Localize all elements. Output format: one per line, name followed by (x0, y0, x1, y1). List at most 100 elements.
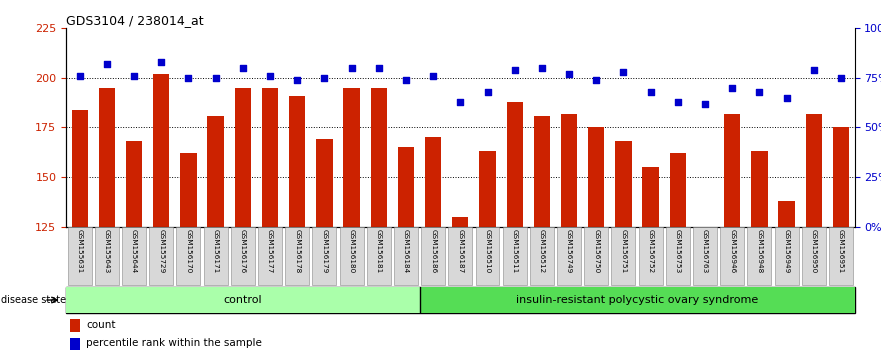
Text: GSM156510: GSM156510 (485, 229, 491, 274)
Bar (95, 227, 119, 285)
Bar (611, 227, 635, 285)
Point (535, 65, 549, 71)
Bar (479, 151, 496, 354)
Text: GSM156946: GSM156946 (729, 229, 736, 274)
Bar (666, 227, 690, 285)
Point (72, 73, 86, 79)
Bar (507, 102, 522, 354)
Point (154, 59, 168, 65)
Text: GSM155729: GSM155729 (159, 229, 164, 274)
Text: GSM156511: GSM156511 (512, 229, 518, 274)
Bar (313, 227, 337, 285)
Bar (66, 287, 419, 313)
Text: GSM156751: GSM156751 (620, 229, 626, 274)
Bar (316, 139, 332, 354)
Bar (721, 227, 744, 285)
Text: GSM156184: GSM156184 (403, 229, 409, 274)
Text: GSM156753: GSM156753 (675, 229, 681, 274)
Bar (234, 88, 251, 354)
Bar (615, 141, 632, 354)
Bar (557, 227, 581, 285)
Bar (70, 319, 80, 332)
Text: GSM156176: GSM156176 (240, 229, 246, 274)
Point (562, 71, 576, 77)
Bar (503, 227, 527, 285)
Bar (153, 74, 169, 354)
Point (127, 73, 141, 79)
Point (263, 73, 277, 79)
Bar (99, 88, 115, 354)
Point (100, 61, 114, 67)
Bar (774, 227, 798, 285)
Bar (833, 127, 849, 354)
Bar (68, 227, 92, 285)
Text: GSM156180: GSM156180 (349, 229, 354, 274)
Bar (344, 88, 359, 354)
Bar (802, 227, 825, 285)
Text: GSM156951: GSM156951 (838, 229, 844, 274)
Text: GSM156749: GSM156749 (566, 229, 572, 274)
Bar (231, 227, 255, 285)
Bar (339, 227, 364, 285)
Text: GSM156177: GSM156177 (267, 229, 273, 274)
Bar (289, 96, 306, 354)
Bar (207, 115, 224, 354)
Text: GSM155644: GSM155644 (131, 229, 137, 274)
Point (399, 77, 413, 83)
Point (752, 89, 766, 95)
Text: GSM156752: GSM156752 (648, 229, 654, 274)
Bar (751, 151, 767, 354)
Bar (71, 110, 88, 354)
Point (372, 65, 386, 71)
Point (725, 85, 739, 91)
Bar (371, 88, 387, 354)
Text: insulin-resistant polycystic ovary syndrome: insulin-resistant polycystic ovary syndr… (516, 295, 759, 305)
Point (453, 99, 467, 104)
Bar (398, 147, 414, 354)
Bar (425, 137, 441, 354)
Bar (262, 88, 278, 354)
Text: GSM156181: GSM156181 (376, 229, 381, 274)
Text: GSM156187: GSM156187 (457, 229, 463, 274)
Bar (805, 114, 822, 354)
Text: percentile rank within the sample: percentile rank within the sample (86, 338, 262, 348)
Bar (394, 227, 418, 285)
Text: GSM156512: GSM156512 (539, 229, 544, 274)
Text: count: count (86, 320, 115, 330)
Bar (747, 227, 772, 285)
Bar (589, 127, 604, 354)
Bar (421, 227, 445, 285)
Bar (724, 114, 740, 354)
Text: GSM156949: GSM156949 (783, 229, 789, 274)
Bar (448, 227, 472, 285)
Text: GSM156750: GSM156750 (593, 229, 599, 274)
Text: GSM156186: GSM156186 (430, 229, 436, 274)
Bar (639, 227, 663, 285)
Point (670, 99, 685, 104)
Bar (122, 227, 146, 285)
Point (181, 75, 196, 81)
Bar (452, 217, 469, 354)
Bar (534, 115, 550, 354)
Text: GSM155643: GSM155643 (104, 229, 110, 274)
Point (209, 75, 223, 81)
Bar (126, 141, 142, 354)
Bar (181, 153, 196, 354)
Text: disease state: disease state (1, 295, 66, 305)
Text: GDS3104 / 238014_at: GDS3104 / 238014_at (66, 14, 204, 27)
Point (807, 67, 821, 73)
Bar (829, 227, 853, 285)
Bar (530, 227, 554, 285)
Point (589, 77, 603, 83)
Bar (176, 227, 200, 285)
Bar (149, 227, 174, 285)
Text: GSM156763: GSM156763 (702, 229, 708, 274)
Bar (693, 227, 717, 285)
Text: control: control (224, 295, 263, 305)
Bar (642, 167, 659, 354)
Bar (204, 227, 227, 285)
Point (644, 89, 658, 95)
Bar (697, 234, 714, 354)
Point (617, 69, 631, 75)
Text: GSM156178: GSM156178 (294, 229, 300, 274)
